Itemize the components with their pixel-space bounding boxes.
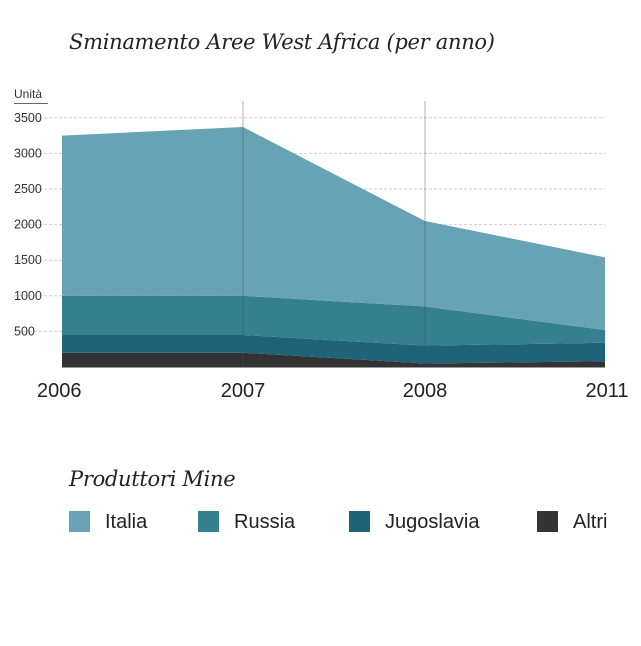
legend-label-altri: Altri: [573, 511, 608, 533]
legend: Italia Russia Jugoslavia Altri: [69, 510, 629, 540]
y-tick-label: 3000: [14, 146, 42, 160]
legend-swatch-italia: [69, 511, 90, 532]
vertical-lines-layer: [242, 101, 426, 367]
area-altri: [62, 352, 605, 367]
y-tick-label: 2000: [14, 218, 42, 232]
y-axis-label: Unità: [14, 87, 42, 101]
area-jugoslavia: [62, 334, 605, 364]
legend-label-italia: Italia: [105, 511, 148, 533]
chart-title: Sminamento Aree West Africa (per anno): [69, 30, 495, 54]
y-tick-label: 500: [14, 324, 35, 338]
legend-title: Produttori Mine: [69, 467, 236, 491]
x-tick-label: 2006: [37, 380, 82, 402]
y-tick-label: 1000: [14, 289, 42, 303]
y-tick-label: 3500: [14, 111, 42, 125]
y-tick-label: 2500: [14, 182, 42, 196]
x-tick-label: 2011: [585, 380, 628, 402]
x-tick-label: 2007: [221, 380, 266, 402]
axis-layer: Unità 500 1000 1500 2000 2500 3000 3500 2006 2007…: [14, 87, 629, 402]
legend-label-russia: Russia: [234, 511, 296, 533]
area-chart: Unità 500 1000 1500 2000 2500 3000 3500 2006 2007…: [14, 87, 629, 402]
area-russia: [62, 295, 605, 346]
y-tick-label: 1500: [14, 253, 42, 267]
legend-swatch-russia: [198, 511, 219, 532]
legend-swatch-altri: [537, 511, 558, 532]
area-italia: [62, 127, 605, 330]
legend-swatch-jugoslavia: [349, 511, 370, 532]
area-layer: [62, 127, 605, 367]
legend-label-jugoslavia: Jugoslavia: [385, 511, 480, 533]
x-tick-label: 2008: [403, 380, 448, 402]
